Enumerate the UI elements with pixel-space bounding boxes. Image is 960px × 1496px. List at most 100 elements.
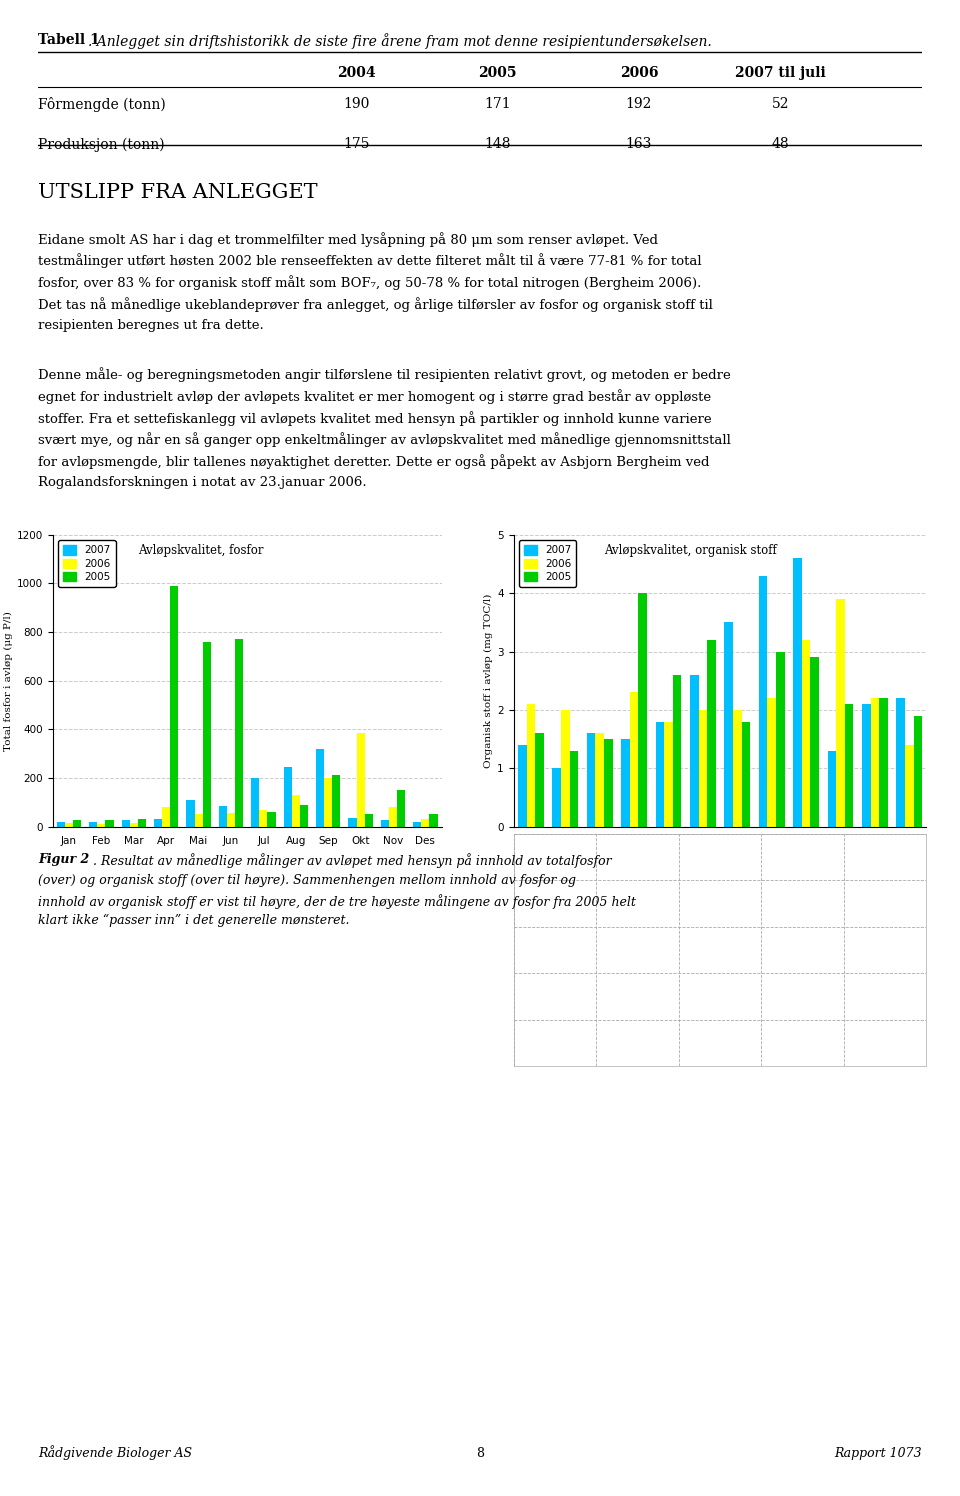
Bar bbox=[741, 721, 750, 827]
Bar bbox=[587, 733, 595, 827]
Text: 2006: 2006 bbox=[620, 66, 659, 81]
Bar bbox=[389, 808, 397, 827]
Text: 48: 48 bbox=[772, 138, 789, 151]
Bar bbox=[348, 818, 356, 827]
Bar bbox=[810, 657, 819, 827]
Bar bbox=[630, 693, 638, 827]
Bar bbox=[871, 699, 879, 827]
Bar bbox=[203, 642, 211, 827]
Text: Denne måle- og beregningsmetoden angir tilførslene til resipienten relativt grov: Denne måle- og beregningsmetoden angir t… bbox=[38, 368, 732, 381]
Bar bbox=[316, 749, 324, 827]
Bar bbox=[292, 794, 300, 827]
Bar bbox=[897, 699, 905, 827]
Bar bbox=[879, 699, 888, 827]
Bar bbox=[170, 586, 179, 827]
Bar bbox=[535, 733, 543, 827]
Text: svært mye, og når en så ganger opp enkeltmålinger av avløpskvalitet med månedlig: svært mye, og når en så ganger opp enkel… bbox=[38, 432, 732, 447]
Text: 163: 163 bbox=[626, 138, 652, 151]
Text: 8: 8 bbox=[476, 1447, 484, 1460]
Text: Eidane smolt AS har i dag et trommelfilter med lysåpning på 80 μm som renser avl: Eidane smolt AS har i dag et trommelfilt… bbox=[38, 232, 659, 247]
Text: Rapport 1073: Rapport 1073 bbox=[834, 1447, 922, 1460]
Bar bbox=[561, 711, 569, 827]
Bar bbox=[862, 705, 871, 827]
Bar bbox=[154, 820, 162, 827]
Text: for avløpsmengde, blir tallenes nøyaktighet deretter. Dette er også påpekt av As: for avløpsmengde, blir tallenes nøyaktig… bbox=[38, 455, 709, 468]
Bar bbox=[89, 821, 97, 827]
Text: Det tas nå månedlige ukeblandeprøver fra anlegget, og årlige tilførsler av fosfo: Det tas nå månedlige ukeblandeprøver fra… bbox=[38, 296, 713, 311]
Bar bbox=[724, 622, 732, 827]
Bar bbox=[195, 814, 203, 827]
Bar bbox=[517, 745, 526, 827]
Bar bbox=[569, 751, 578, 827]
Text: (over) og organisk stoff (over til høyre). Sammenhengen mellom innhold av fosfor: (over) og organisk stoff (over til høyre… bbox=[38, 874, 576, 887]
Text: 2005: 2005 bbox=[478, 66, 516, 81]
Text: egnet for industrielt avløp der avløpets kvalitet er mer homogent og i større gr: egnet for industrielt avløp der avløpets… bbox=[38, 389, 711, 404]
Bar bbox=[526, 705, 535, 827]
Text: Avløpskvalitet, organisk stoff: Avløpskvalitet, organisk stoff bbox=[605, 543, 778, 557]
Bar bbox=[186, 800, 195, 827]
Bar bbox=[65, 823, 73, 827]
Bar bbox=[604, 739, 612, 827]
Bar bbox=[381, 820, 389, 827]
Text: stoffer. Fra et settefiskanlegg vil avløpets kvalitet med hensyn på partikler og: stoffer. Fra et settefiskanlegg vil avlø… bbox=[38, 411, 712, 425]
Text: Rogalandsforskningen i notat av 23.januar 2006.: Rogalandsforskningen i notat av 23.janua… bbox=[38, 476, 367, 489]
Bar bbox=[758, 576, 767, 827]
Bar bbox=[73, 820, 82, 827]
Y-axis label: Total fosfor i avløp (μg P/l): Total fosfor i avløp (μg P/l) bbox=[4, 610, 12, 751]
Bar bbox=[324, 778, 332, 827]
Text: 171: 171 bbox=[485, 97, 511, 111]
Text: Avløpskvalitet, fosfor: Avløpskvalitet, fosfor bbox=[138, 543, 264, 557]
Legend: 2007, 2006, 2005: 2007, 2006, 2005 bbox=[518, 540, 576, 588]
Text: 2004: 2004 bbox=[337, 66, 375, 81]
Legend: 2007, 2006, 2005: 2007, 2006, 2005 bbox=[58, 540, 115, 588]
Bar bbox=[802, 640, 810, 827]
Bar bbox=[397, 790, 405, 827]
Bar bbox=[845, 705, 853, 827]
Bar bbox=[300, 805, 308, 827]
Text: Rådgivende Biologer AS: Rådgivende Biologer AS bbox=[38, 1445, 193, 1460]
Text: 2007 til juli: 2007 til juli bbox=[735, 66, 826, 81]
Text: UTSLIPP FRA ANLEGGET: UTSLIPP FRA ANLEGGET bbox=[38, 183, 318, 202]
Bar bbox=[914, 715, 923, 827]
Text: innhold av organisk stoff er vist til høyre, der de tre høyeste målingene av fos: innhold av organisk stoff er vist til hø… bbox=[38, 895, 636, 908]
Bar bbox=[413, 821, 421, 827]
Bar bbox=[673, 675, 682, 827]
Bar bbox=[122, 820, 130, 827]
Bar bbox=[332, 775, 341, 827]
Bar bbox=[552, 769, 561, 827]
Text: testmålinger utført høsten 2002 ble renseeffekten av dette filteret målt til å v: testmålinger utført høsten 2002 ble rens… bbox=[38, 253, 702, 268]
Text: . Anlegget sin driftshistorikk de siste fire årene fram mot denne resipientunder: . Anlegget sin driftshistorikk de siste … bbox=[88, 33, 712, 49]
Bar bbox=[365, 814, 372, 827]
Bar bbox=[356, 733, 365, 827]
Bar bbox=[235, 639, 243, 827]
Text: Produksjon (tonn): Produksjon (tonn) bbox=[38, 138, 165, 151]
Bar bbox=[162, 808, 170, 827]
Bar bbox=[106, 820, 113, 827]
Bar bbox=[690, 675, 699, 827]
Text: 52: 52 bbox=[772, 97, 789, 111]
Bar bbox=[97, 824, 106, 827]
Bar bbox=[828, 751, 836, 827]
Bar bbox=[699, 711, 708, 827]
Bar bbox=[638, 594, 647, 827]
Bar bbox=[595, 733, 604, 827]
Text: 192: 192 bbox=[626, 97, 652, 111]
Text: 148: 148 bbox=[485, 138, 511, 151]
Bar bbox=[708, 640, 716, 827]
Bar bbox=[421, 820, 429, 827]
Text: resipienten beregnes ut fra dette.: resipienten beregnes ut fra dette. bbox=[38, 319, 264, 332]
Bar bbox=[57, 821, 65, 827]
Bar bbox=[268, 812, 276, 827]
Y-axis label: Organisk stoff i avløp (mg TOC/l): Organisk stoff i avløp (mg TOC/l) bbox=[484, 594, 493, 767]
Bar bbox=[776, 652, 784, 827]
Bar bbox=[283, 767, 292, 827]
Bar bbox=[732, 711, 741, 827]
Text: Tabell 1: Tabell 1 bbox=[38, 33, 100, 46]
Text: 190: 190 bbox=[343, 97, 370, 111]
Bar bbox=[905, 745, 914, 827]
Bar bbox=[656, 721, 664, 827]
Text: Fôrmengde (tonn): Fôrmengde (tonn) bbox=[38, 97, 166, 112]
Bar bbox=[767, 699, 776, 827]
Bar bbox=[138, 820, 146, 827]
Bar bbox=[219, 806, 227, 827]
